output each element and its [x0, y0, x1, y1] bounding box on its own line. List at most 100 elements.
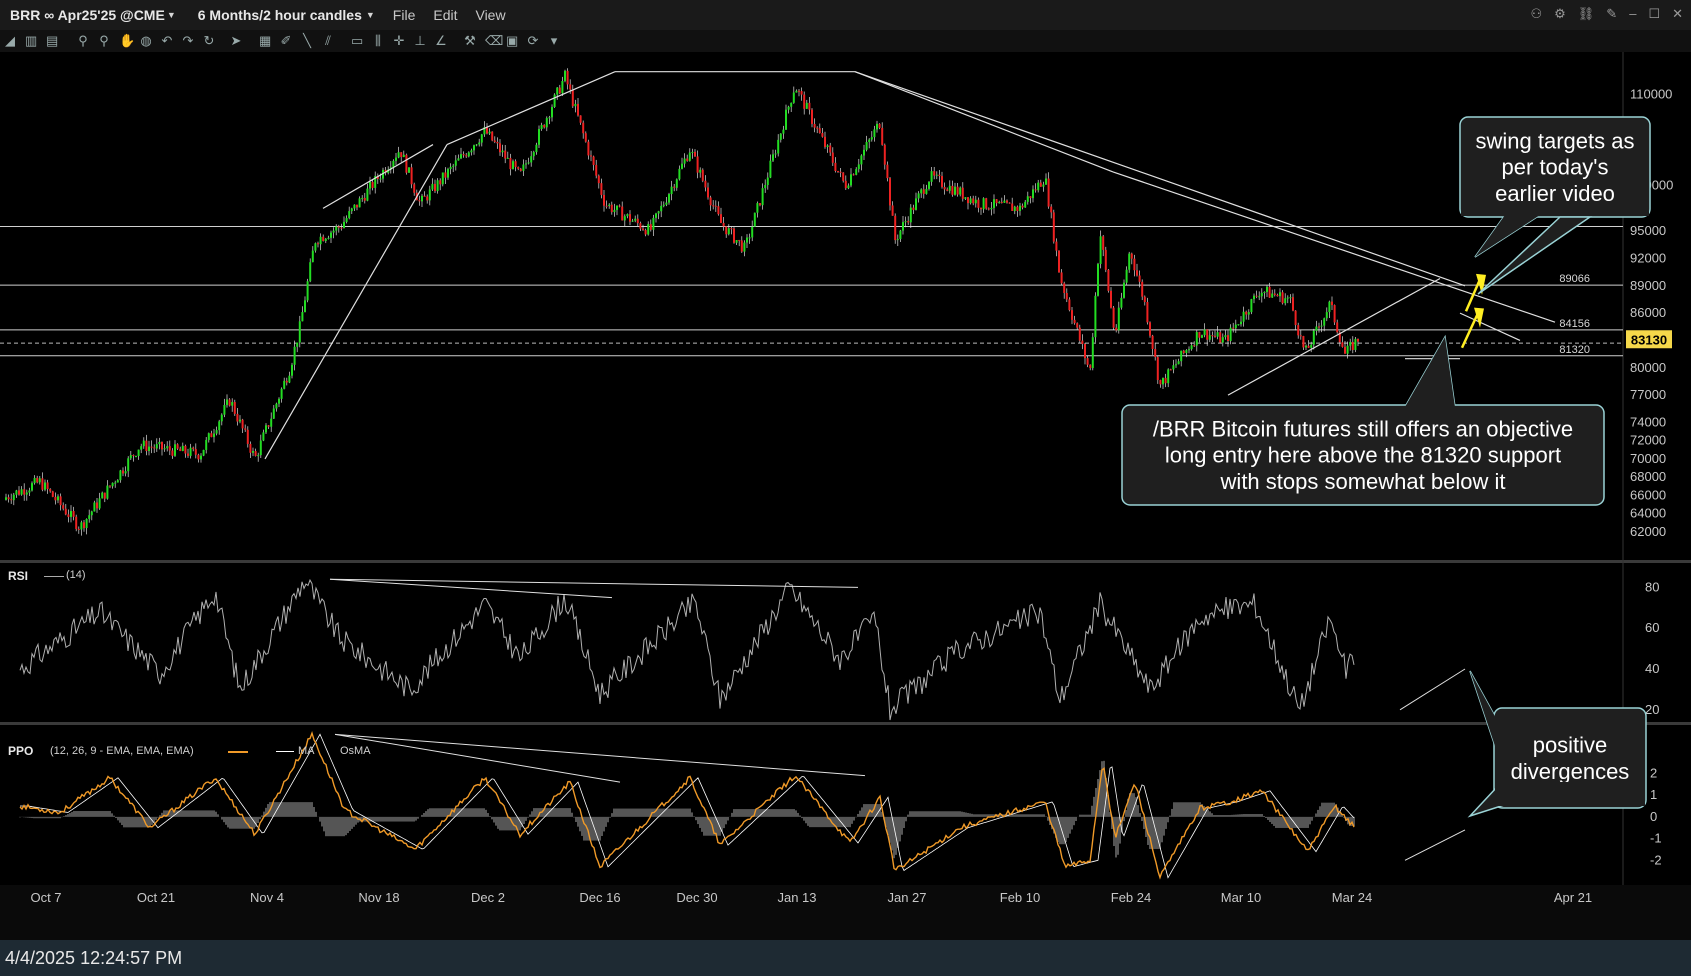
osma-bar: [697, 816, 699, 825]
osma-bar: [1127, 798, 1129, 817]
crosshair-icon[interactable]: ✛: [393, 33, 405, 48]
tools-icon[interactable]: ⚒: [464, 33, 476, 48]
osma-bar: [959, 811, 961, 817]
divergence-callout-text: positive: [1533, 733, 1608, 758]
osma-bar: [291, 802, 293, 817]
globe-icon[interactable]: ◍: [140, 33, 152, 48]
candle-body: [881, 127, 884, 145]
osma-bar: [67, 814, 69, 817]
price-tick-label: 89000: [1630, 278, 1666, 293]
candle-body: [1156, 357, 1159, 381]
osma-bar: [1123, 816, 1125, 822]
panel-divider[interactable]: [0, 560, 1691, 563]
swing-targets-callout-text: earlier video: [1495, 181, 1615, 206]
candle-body: [990, 207, 993, 210]
brush-icon[interactable]: ✐: [280, 33, 292, 48]
osma-bar: [159, 815, 161, 817]
candle-body: [148, 446, 150, 452]
refresh-icon[interactable]: ↻: [203, 33, 215, 48]
osma-bar: [575, 816, 577, 823]
candle-body: [675, 179, 678, 188]
candle-body: [1169, 369, 1172, 371]
osma-bar: [973, 814, 975, 817]
candle-body: [1143, 296, 1146, 303]
sync-icon[interactable]: ⟳: [527, 33, 539, 48]
osma-bar: [571, 812, 573, 817]
maximize-icon[interactable]: ☐: [1648, 6, 1661, 21]
candle-body: [155, 444, 158, 449]
candle-body: [1151, 335, 1154, 350]
candle-body: [70, 510, 72, 517]
osma-bar: [865, 804, 867, 817]
template-icon[interactable]: ▣: [506, 33, 519, 48]
rectangle-icon[interactable]: ▭: [351, 33, 364, 48]
osma-bar: [1269, 816, 1271, 822]
osma-bar: [925, 811, 927, 817]
fib-icon[interactable]: ⫼: [375, 33, 381, 48]
line-chart-icon[interactable]: ◢: [5, 33, 15, 48]
osma-bar: [261, 815, 263, 817]
minimize-icon[interactable]: –: [1629, 6, 1637, 21]
grid-icon[interactable]: ▦: [259, 33, 272, 48]
chevron-down-icon[interactable]: ▾: [550, 33, 558, 48]
measure-icon[interactable]: ⊥: [414, 33, 426, 48]
osma-bar: [529, 814, 531, 817]
zoom-in-icon[interactable]: ⚲: [78, 33, 88, 48]
menu-file[interactable]: File: [392, 7, 416, 23]
candle-body: [1208, 335, 1211, 340]
gear-icon[interactable]: ⚙: [1554, 6, 1566, 21]
osma-bar: [1239, 814, 1241, 817]
trendline-icon[interactable]: ╲: [303, 33, 311, 48]
timeframe-selector[interactable]: 6 Months/2 hour candles: [197, 7, 362, 23]
candle-body: [886, 164, 889, 179]
osma-bar: [941, 811, 943, 817]
cursor-icon[interactable]: ➤: [230, 33, 242, 48]
osma-bar: [1303, 816, 1305, 828]
pin-icon[interactable]: ✎: [1606, 6, 1618, 21]
candle-body: [371, 181, 374, 188]
swing-targets-callout-text: per today's: [1502, 155, 1609, 180]
osma-bar: [635, 808, 637, 817]
histogram-icon[interactable]: ▤: [46, 33, 59, 48]
chevron-down-icon[interactable]: ▼: [365, 10, 375, 20]
candle-body: [28, 490, 31, 493]
osma-bar: [1243, 814, 1245, 817]
osma-bar: [441, 808, 443, 817]
drawing-toolbar: ◢ ▥ ▤ ⚲ ⚲ ✋ ◍ ↶ ↷ ↻ ➤ ▦ ✐ ╲ ⫽ ▭ ⫼ ✛ ⊥ ∠ …: [0, 30, 1691, 52]
candle-body: [951, 185, 954, 195]
channel-icon[interactable]: ⫽: [325, 33, 331, 48]
osma-bar: [1225, 815, 1227, 817]
osma-bar: [31, 816, 33, 819]
redo-icon[interactable]: ↷: [182, 33, 194, 48]
close-icon[interactable]: ✕: [1672, 6, 1683, 21]
osma-bar: [199, 810, 201, 817]
link-icon[interactable]: ⚇: [1530, 6, 1543, 21]
menu-edit[interactable]: Edit: [433, 7, 458, 23]
menu-view[interactable]: View: [475, 7, 506, 23]
pan-hand-icon[interactable]: ✋: [119, 33, 136, 48]
undo-icon[interactable]: ↶: [161, 33, 173, 48]
bar-chart-icon[interactable]: ▥: [25, 33, 38, 48]
angle-icon[interactable]: ∠: [435, 33, 447, 48]
osma-bar: [691, 812, 693, 817]
ppo-panel[interactable]: [0, 725, 1623, 885]
osma-bar: [297, 802, 299, 817]
osma-bar: [1191, 802, 1193, 817]
eraser-icon[interactable]: ⌫: [485, 33, 504, 48]
candle-body: [738, 240, 741, 242]
zoom-out-icon[interactable]: ⚲: [99, 33, 109, 48]
chevron-down-icon[interactable]: ▼: [166, 10, 176, 20]
osma-bar: [449, 808, 451, 817]
panel-divider[interactable]: [0, 722, 1691, 725]
candle-body: [603, 194, 605, 206]
osma-bar: [731, 812, 733, 817]
candle-body: [1240, 321, 1242, 325]
time-tick-label: Jan 13: [777, 890, 816, 905]
candle-body: [714, 205, 717, 207]
osma-bar: [237, 816, 239, 829]
chain-icon[interactable]: ⛓: [1577, 6, 1595, 21]
osma-bar: [201, 810, 203, 817]
symbol-selector[interactable]: BRR ∞ Apr25'25 @CME: [10, 7, 165, 23]
candle-body: [896, 239, 899, 241]
